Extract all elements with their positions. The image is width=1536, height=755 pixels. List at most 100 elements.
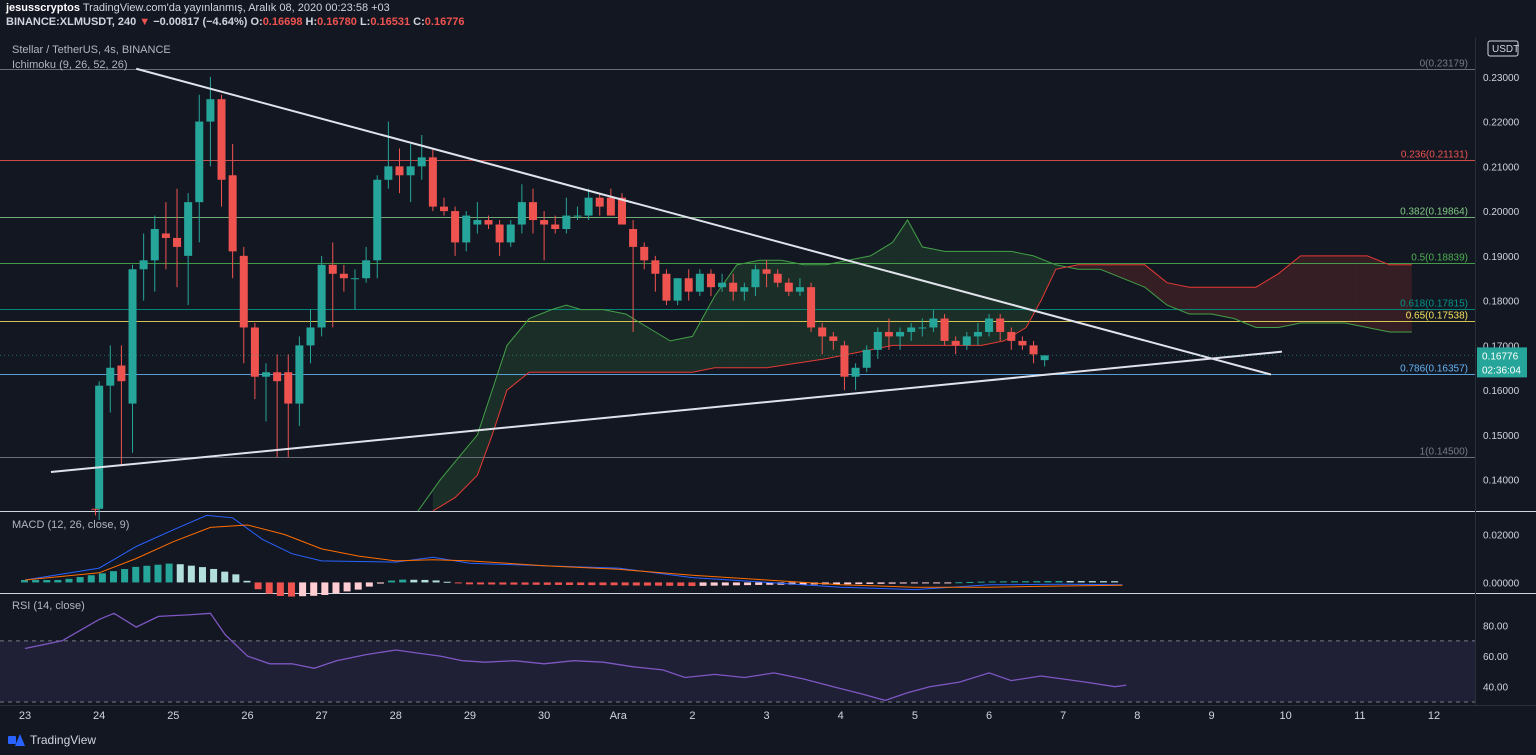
macd-histogram-bar: [121, 569, 129, 583]
cloud-segment: [1237, 287, 1242, 322]
cloud-segment: [551, 308, 556, 373]
cloud-segment: [1256, 284, 1260, 328]
tradingview-footer[interactable]: TradingView: [8, 733, 96, 747]
change-value: −0.00817 (−4.64%): [153, 16, 248, 28]
macd-histogram-bar: [799, 582, 807, 585]
cloud-segment: [573, 307, 578, 373]
cloud-segment: [937, 249, 941, 346]
cloud-segment: [885, 244, 889, 347]
cloud-segment: [1152, 270, 1156, 297]
macd-histogram-bar: [866, 582, 874, 584]
candle-body: [451, 211, 460, 243]
candle-body: [239, 255, 248, 328]
cloud-segment: [959, 251, 964, 346]
candle-body: [128, 269, 137, 404]
cloud-segment: [862, 256, 867, 352]
currency-badge-box: [1487, 40, 1519, 57]
cloud-segment: [1074, 264, 1079, 270]
cloud-segment: [447, 466, 452, 503]
cloud-segment: [1241, 287, 1245, 323]
fib-level-label: 0.236(0.21131): [1401, 150, 1468, 161]
candle-body: [317, 264, 326, 328]
cloud-segment: [1044, 260, 1049, 293]
macd-histogram-bar: [321, 582, 329, 595]
cloud-segment: [662, 336, 667, 373]
macd-histogram-bar: [1111, 581, 1119, 583]
cloud-segment: [1115, 264, 1119, 277]
resistance-trendline: [135, 67, 1272, 376]
cloud-segment: [547, 309, 552, 373]
cloud-segment: [681, 337, 686, 373]
cloud-segment: [1055, 264, 1060, 270]
cloud-segment: [462, 448, 467, 491]
macd-histogram-bar: [198, 567, 206, 583]
macd-histogram-bar: [855, 582, 863, 585]
cloud-segment: [677, 338, 682, 373]
cloud-segment: [866, 255, 871, 351]
cloud-segment: [521, 323, 526, 379]
time-tick-label: 4: [838, 710, 844, 722]
candle-body: [217, 99, 226, 180]
countdown-label: 02:36:04: [1482, 365, 1521, 376]
candle-body: [517, 202, 526, 225]
candle-body: [951, 340, 960, 346]
candle-body: [139, 260, 148, 270]
candle-body: [740, 287, 749, 292]
cloud-segment: [499, 356, 504, 413]
candle-body: [428, 157, 437, 207]
cloud-segment: [1345, 255, 1349, 324]
cloud-segment: [1370, 257, 1375, 329]
cloud-segment: [588, 309, 593, 373]
last-price-tag: [1477, 347, 1527, 378]
macd-histogram-bar: [677, 582, 685, 586]
macd-histogram-bar: [721, 582, 729, 586]
cloud-segment: [455, 457, 459, 498]
macd-histogram-bar: [510, 582, 518, 585]
macd-histogram-bar: [421, 579, 429, 583]
cloud-segment: [840, 261, 845, 356]
macd-histogram-bar: [788, 582, 796, 585]
time-tick-label: Ara: [610, 710, 628, 722]
candle-body: [729, 282, 738, 292]
cloud-segment: [655, 331, 660, 373]
cloud-segment: [870, 253, 875, 350]
cloud-segment: [1248, 287, 1253, 326]
macd-histogram-bar: [755, 582, 763, 585]
cloud-segment: [1215, 287, 1219, 316]
macd-histogram-bar: [844, 582, 852, 585]
candle-body: [762, 269, 771, 274]
pane-frames: [0, 38, 1536, 706]
cloud-segment: [926, 247, 930, 346]
cloud-segment: [1111, 264, 1116, 276]
macd-histogram-bar: [32, 580, 40, 583]
cloud-segment: [718, 285, 723, 368]
macd-histogram-bar: [532, 582, 540, 585]
cloud-segment: [1396, 264, 1401, 332]
cloud-segment: [1378, 260, 1383, 331]
cloud-segment: [951, 251, 956, 346]
symbol-label: BINANCE:XLMUSDT, 240: [6, 16, 137, 28]
time-tick-label: 26: [241, 710, 253, 722]
cloud-segment: [788, 261, 793, 365]
cloud-segment: [529, 317, 533, 373]
cloud-segment: [1126, 264, 1130, 282]
cloud-segment: [507, 340, 511, 391]
cloud-segment: [1189, 287, 1193, 315]
macd-histogram-bar: [143, 565, 151, 583]
cloud-segment: [822, 264, 826, 360]
cloud-segment: [881, 246, 886, 348]
cloud-segment: [473, 434, 478, 479]
cloud-segment: [629, 316, 634, 373]
cloud-segment: [451, 461, 456, 500]
candle-body: [996, 318, 1005, 332]
cloud-segment: [814, 264, 819, 361]
cloud-segment: [710, 296, 715, 369]
macd-histogram-bar: [744, 582, 752, 586]
low-value: 0.16531: [370, 16, 411, 28]
cloud-segment: [558, 306, 563, 373]
cloud-segment: [714, 290, 719, 368]
price-tick-label: 0.18000: [1483, 297, 1520, 308]
cloud-segment: [1118, 264, 1123, 279]
macd-histogram-bar: [922, 582, 930, 584]
